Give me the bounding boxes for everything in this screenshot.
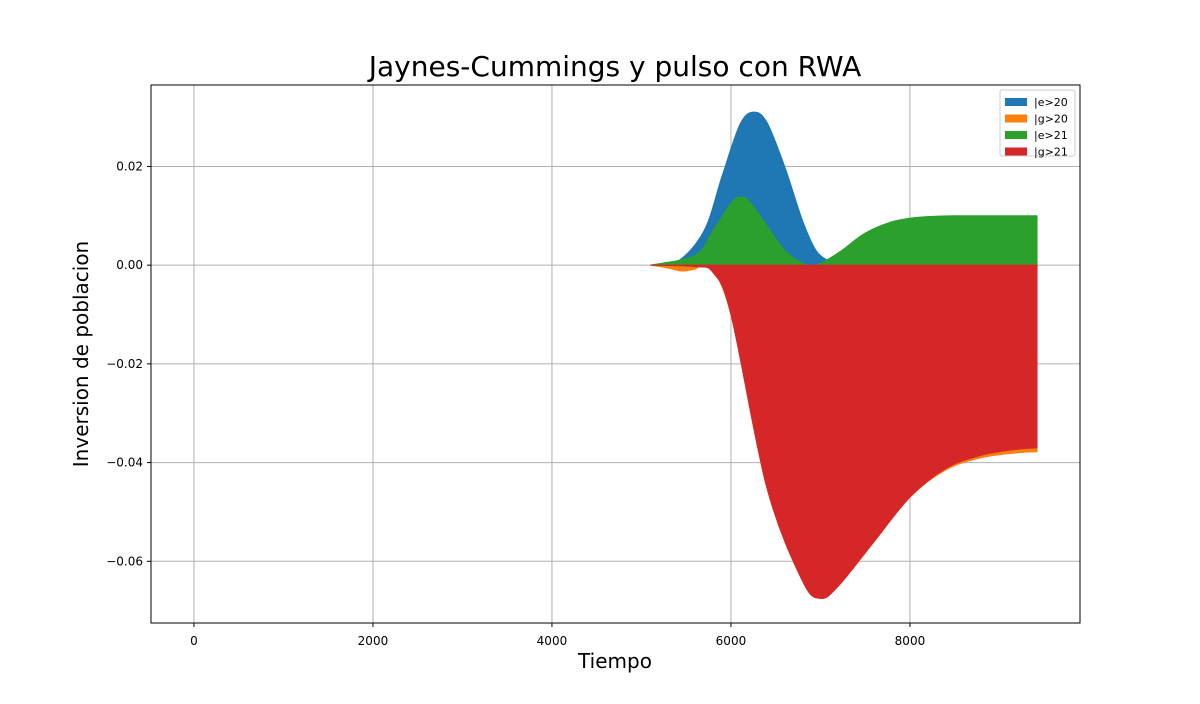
- legend: |e>20 |g>20 |e>21 |g>21: [999, 89, 1076, 159]
- x-tick-label: 8000: [895, 634, 926, 648]
- y-tick-label: −0.06: [106, 554, 143, 568]
- legend-label: |e>20: [1034, 96, 1068, 109]
- y-tick-label: 0.02: [116, 159, 143, 173]
- y-tick-label: −0.02: [106, 357, 143, 371]
- y-tick-label: 0.00: [116, 258, 143, 272]
- legend-swatch: [1005, 114, 1027, 123]
- x-tick-label: 2000: [358, 634, 389, 648]
- legend-box: [999, 89, 1076, 157]
- series-area-4: [650, 264, 1038, 599]
- x-axis-ticks: 0 2000 4000 6000 8000: [190, 623, 925, 648]
- legend-swatch: [1005, 98, 1027, 106]
- chart-title: Jaynes-Cummings y pulso con RWA: [367, 50, 861, 83]
- series-area-3: [650, 196, 1038, 267]
- y-tick-label: −0.04: [106, 456, 143, 470]
- series-areas: [650, 111, 1038, 599]
- legend-swatch: [1005, 131, 1027, 139]
- x-axis-label: Tiempo: [577, 649, 652, 673]
- x-tick-label: 0: [190, 634, 198, 648]
- legend-swatch: [1005, 147, 1027, 156]
- y-axis-ticks: 0.02 0.00 −0.02 −0.04 −0.06: [106, 159, 151, 568]
- x-tick-label: 4000: [537, 634, 568, 648]
- legend-label: |e>21: [1034, 129, 1068, 142]
- y-axis-label: Inversion de poblacion: [69, 241, 93, 467]
- legend-label: |g>20: [1034, 113, 1068, 126]
- x-tick-label: 6000: [716, 634, 747, 648]
- legend-label: |g>21: [1034, 146, 1068, 159]
- plot-frame: [150, 84, 1081, 624]
